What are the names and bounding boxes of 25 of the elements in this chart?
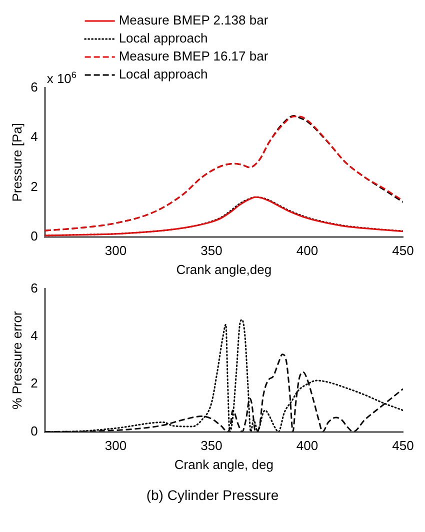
- x-tick-label: 450: [392, 243, 414, 258]
- x-axis-title: Crank angle, deg: [174, 456, 274, 472]
- y-tick-label: 6: [30, 280, 38, 296]
- legend-label: Local approach: [118, 66, 208, 82]
- y-tick-label: 4: [30, 328, 38, 344]
- x-tick-label: 400: [296, 438, 318, 454]
- x-tick-label: 450: [392, 438, 414, 454]
- legend-label: Measure BMEP 2.138 bar: [118, 12, 269, 28]
- x-tick-label: 350: [200, 243, 222, 258]
- x-tick-label: 400: [296, 243, 318, 258]
- y-tick-label: 2: [30, 376, 38, 391]
- legend-label: Measure BMEP 16.17 bar: [118, 48, 269, 64]
- y-tick-label: 0: [30, 228, 38, 244]
- y-tick-label: 0: [30, 423, 38, 438]
- text: (b) Cylinder Pressure: [145, 487, 280, 503]
- x-tick-label: 300: [104, 438, 127, 454]
- legend-label: Local approach: [118, 30, 208, 46]
- y-tick-label: 2: [30, 178, 38, 194]
- y-axis-title: Pressure [Pa]: [9, 123, 24, 202]
- y-tick-label: 4: [30, 129, 38, 144]
- x-tick-label: 300: [104, 243, 127, 258]
- y-tick-label: 6: [30, 80, 38, 95]
- x-tick-label: 350: [200, 438, 222, 454]
- x-axis-title: Crank angle,deg: [176, 262, 272, 277]
- y-axis-title: % Pressure error: [9, 310, 24, 410]
